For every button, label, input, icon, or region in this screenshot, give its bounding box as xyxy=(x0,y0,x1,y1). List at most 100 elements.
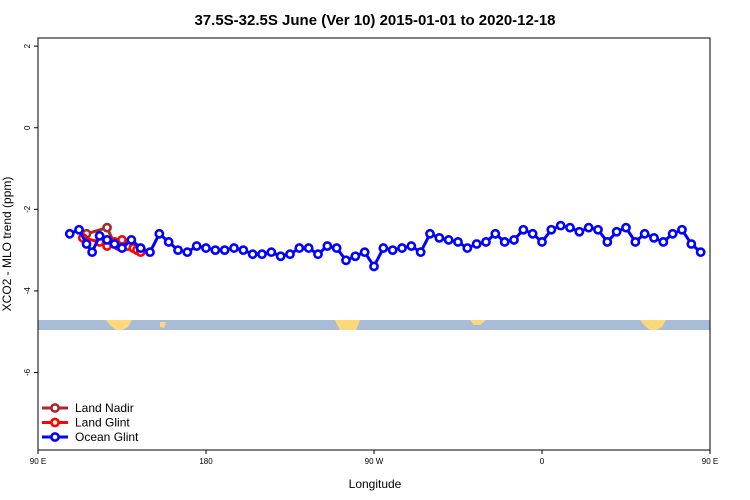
data-point-ocean-glint xyxy=(74,224,84,235)
data-point-ocean-glint xyxy=(173,245,183,256)
data-point-ocean-glint xyxy=(565,222,575,233)
x-tick-label: 90 E xyxy=(30,457,46,466)
data-point-ocean-glint xyxy=(686,239,697,249)
legend-marker xyxy=(50,432,60,442)
data-point-ocean-glint xyxy=(275,251,286,262)
data-point-ocean-glint xyxy=(331,243,342,253)
data-point-ocean-glint xyxy=(639,228,650,239)
data-point-ocean-glint xyxy=(509,235,519,245)
data-point-ocean-glint xyxy=(87,247,98,258)
data-point-ocean-glint xyxy=(555,220,566,231)
data-point-ocean-glint xyxy=(583,222,594,233)
x-tick-label: 90 W xyxy=(365,457,384,466)
data-point-ocean-glint xyxy=(285,249,295,260)
data-point-ocean-glint xyxy=(257,249,267,260)
data-point-ocean-glint xyxy=(201,243,211,253)
y-tick-label: -4 xyxy=(23,287,32,295)
data-point-ocean-glint xyxy=(64,228,75,239)
data-point-ocean-glint xyxy=(191,241,202,251)
world-map-strip xyxy=(38,320,710,330)
data-point-ocean-glint xyxy=(94,230,105,241)
legend-label: Ocean Glint xyxy=(75,430,139,444)
map-land-south-africa xyxy=(470,320,486,325)
data-point-ocean-glint xyxy=(313,249,323,260)
data-point-ocean-glint xyxy=(406,241,417,251)
data-point-ocean-glint xyxy=(229,243,239,253)
data-point-ocean-glint xyxy=(443,235,454,245)
data-point-ocean-glint xyxy=(219,245,230,256)
data-point-ocean-glint xyxy=(210,245,221,256)
data-point-ocean-glint xyxy=(518,224,529,235)
data-point-ocean-glint xyxy=(182,247,193,258)
x-axis: 90 E 180 90 W 0 90 E xyxy=(30,450,718,466)
data-point-land-nadir xyxy=(102,222,112,233)
data-point-ocean-glint xyxy=(611,226,622,237)
data-point-ocean-glint xyxy=(145,247,155,258)
data-point-ocean-glint xyxy=(387,245,398,256)
y-tick-label: 2 xyxy=(23,43,32,48)
y-tick-label: -2 xyxy=(23,205,32,213)
data-point-ocean-glint xyxy=(658,237,669,247)
data-point-ocean-glint xyxy=(453,237,463,247)
data-point-ocean-glint xyxy=(434,232,445,243)
y-tick-label: 0 xyxy=(23,125,32,130)
data-point-ocean-glint xyxy=(247,249,258,260)
map-ocean xyxy=(38,320,710,330)
data-point-ocean-glint xyxy=(126,235,137,245)
data-point-ocean-glint xyxy=(677,224,687,235)
data-point-ocean-glint xyxy=(630,237,641,247)
data-point-ocean-glint xyxy=(462,243,473,253)
data-point-ocean-glint xyxy=(163,237,174,247)
data-point-ocean-glint xyxy=(303,243,314,253)
legend-marker xyxy=(50,417,60,428)
data-point-ocean-glint xyxy=(593,224,603,235)
legend-label: Land Nadir xyxy=(75,401,134,415)
data-point-ocean-glint xyxy=(294,243,305,253)
data-point-ocean-glint xyxy=(471,239,482,249)
data-point-ocean-glint xyxy=(81,239,92,249)
data-point-ocean-glint xyxy=(378,243,389,253)
data-point-ocean-glint xyxy=(602,237,613,247)
data-point-ocean-glint xyxy=(117,243,127,253)
map-land-south-america xyxy=(335,320,360,330)
data-point-ocean-glint xyxy=(154,228,165,239)
map-land-australia xyxy=(106,320,132,330)
data-point-ocean-glint xyxy=(397,243,407,253)
x-tick-label: 0 xyxy=(540,457,545,466)
map-land-australia-repeat xyxy=(640,320,666,330)
data-point-ocean-glint xyxy=(546,224,557,235)
data-point-ocean-glint xyxy=(649,232,659,243)
y-axis-label: XCO2 - MLO trend (ppm) xyxy=(0,177,14,312)
data-point-ocean-glint xyxy=(135,243,146,253)
data-point-ocean-glint xyxy=(481,237,491,247)
data-point-ocean-glint xyxy=(109,239,120,249)
data-point-ocean-glint xyxy=(527,228,538,239)
data-point-ocean-glint xyxy=(621,222,631,233)
data-point-ocean-glint xyxy=(341,255,351,266)
y-tick-label: -6 xyxy=(23,368,32,376)
y-axis: 2 0 -2 -4 -6 xyxy=(23,43,38,376)
data-point-ocean-glint xyxy=(574,226,585,237)
data-point-ocean-glint xyxy=(415,247,426,258)
data-point-ocean-glint xyxy=(667,228,678,239)
data-point-ocean-glint xyxy=(266,247,277,258)
data-point-ocean-glint xyxy=(350,251,361,262)
data-point-ocean-glint xyxy=(359,247,370,258)
x-axis-label: Longitude xyxy=(349,477,402,491)
data-point-ocean-glint xyxy=(490,228,501,239)
legend-label: Land Glint xyxy=(75,416,130,430)
data-point-ocean-glint xyxy=(369,261,379,272)
x-tick-label: 90 E xyxy=(702,457,718,466)
data-point-ocean-glint xyxy=(238,245,249,256)
map-land-new-zealand xyxy=(160,322,166,328)
x-tick-label: 180 xyxy=(199,457,213,466)
data-point-ocean-glint xyxy=(499,237,510,247)
plot-area xyxy=(64,220,706,272)
data-point-ocean-glint xyxy=(322,241,333,251)
chart-title: 37.5S-32.5S June (Ver 10) 2015-01-01 to … xyxy=(194,12,555,29)
legend-marker xyxy=(50,403,60,413)
data-point-ocean-glint xyxy=(425,228,435,239)
data-point-ocean-glint xyxy=(537,237,547,247)
